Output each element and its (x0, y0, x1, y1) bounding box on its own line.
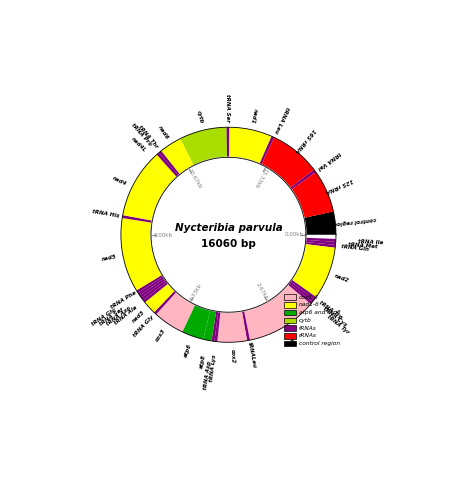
Bar (285, 326, 296, 331)
Text: 8.00kb: 8.00kb (153, 233, 172, 238)
Text: tRNA Pro: tRNA Pro (130, 122, 152, 146)
Polygon shape (290, 170, 316, 190)
Polygon shape (161, 138, 194, 174)
Polygon shape (203, 310, 216, 341)
Text: nad4L: nad4L (130, 136, 147, 154)
Text: tRNA Ser: tRNA Ser (226, 94, 230, 122)
Polygon shape (242, 310, 250, 340)
Bar (285, 302, 296, 308)
Text: tRNA Lys: tRNA Lys (209, 354, 217, 382)
Polygon shape (217, 311, 247, 342)
Polygon shape (182, 304, 210, 340)
Polygon shape (306, 238, 336, 242)
Text: nad5: nad5 (101, 254, 117, 262)
Bar (285, 333, 296, 338)
Polygon shape (288, 283, 313, 304)
Text: 16S rRNA: 16S rRNA (294, 128, 316, 154)
Polygon shape (226, 127, 230, 158)
Polygon shape (244, 284, 311, 340)
Polygon shape (305, 242, 336, 248)
Text: tRNA Glu: tRNA Glu (91, 308, 117, 327)
Bar (285, 341, 296, 346)
Text: cox1: cox1 (285, 332, 296, 346)
Polygon shape (140, 278, 166, 298)
Text: tRNA Ser: tRNA Ser (98, 307, 124, 327)
Text: 13.33kb: 13.33kb (253, 166, 268, 188)
Text: nad6: nad6 (156, 124, 169, 140)
Text: 0.00kb: 0.00kb (285, 232, 304, 237)
Polygon shape (291, 172, 333, 218)
Text: tRNA Leu: tRNA Leu (273, 105, 289, 134)
Text: tRNA Trp: tRNA Trp (318, 300, 343, 320)
Text: Nycteribia parvula: Nycteribia parvula (175, 224, 282, 234)
Bar (285, 318, 296, 323)
Polygon shape (157, 152, 179, 177)
Polygon shape (148, 154, 177, 183)
Text: rRNAs: rRNAs (299, 334, 317, 338)
Text: tRNA Val: tRNA Val (317, 150, 341, 171)
Polygon shape (259, 136, 274, 164)
Text: tRNA Asp: tRNA Asp (203, 360, 212, 390)
Text: tRNA Tyr: tRNA Tyr (326, 314, 350, 335)
Text: atp6: atp6 (183, 343, 192, 358)
Polygon shape (305, 240, 336, 245)
Polygon shape (214, 312, 221, 342)
Text: nad3: nad3 (132, 310, 147, 324)
Text: cox3: cox3 (155, 328, 167, 343)
Polygon shape (138, 276, 165, 295)
Polygon shape (121, 127, 336, 342)
Polygon shape (159, 151, 180, 176)
Polygon shape (304, 212, 336, 235)
Polygon shape (262, 138, 314, 188)
Text: tRNA Asn: tRNA Asn (106, 306, 132, 327)
Polygon shape (180, 127, 227, 166)
Text: tRNA Gly: tRNA Gly (132, 314, 155, 338)
Text: 2.67kb: 2.67kb (254, 282, 268, 301)
Polygon shape (156, 292, 195, 332)
Text: nad4: nad4 (111, 176, 128, 186)
Text: 10.67kb: 10.67kb (187, 168, 202, 190)
Text: nad2: nad2 (334, 274, 350, 284)
Bar (285, 310, 296, 316)
Text: cox1-3: cox1-3 (299, 294, 319, 300)
Polygon shape (143, 282, 168, 302)
Polygon shape (290, 280, 316, 299)
Text: tRNA Cys: tRNA Cys (322, 306, 348, 328)
Polygon shape (121, 218, 162, 290)
Text: cytb: cytb (299, 318, 312, 323)
Polygon shape (289, 282, 314, 302)
Text: nad1-6: nad1-6 (299, 302, 320, 308)
Text: 16060 bp: 16060 bp (201, 240, 256, 250)
Text: tRNA His: tRNA His (92, 209, 120, 218)
Text: cox2: cox2 (230, 349, 235, 364)
Text: nad1: nad1 (250, 108, 258, 124)
Text: tRNALeu: tRNALeu (246, 342, 256, 369)
Polygon shape (141, 280, 167, 300)
Text: tRNA Gln: tRNA Gln (341, 244, 369, 252)
Polygon shape (136, 275, 163, 293)
Text: tRNA Ala: tRNA Ala (114, 305, 138, 326)
Text: atp6 and atp8: atp6 and atp8 (299, 310, 341, 315)
Text: tRNA Thr: tRNA Thr (137, 124, 159, 149)
Polygon shape (151, 158, 306, 312)
Text: cytb: cytb (195, 110, 203, 124)
Text: control region: control region (332, 216, 377, 226)
Text: tRNA Phe: tRNA Phe (110, 290, 137, 310)
Text: control region: control region (299, 341, 340, 346)
Polygon shape (154, 290, 176, 314)
Text: 12S rRNA: 12S rRNA (325, 177, 354, 194)
Polygon shape (123, 163, 171, 220)
Polygon shape (212, 311, 218, 342)
Text: tRNA Met: tRNA Met (348, 242, 377, 249)
Polygon shape (229, 127, 272, 164)
Polygon shape (122, 215, 152, 222)
Text: 5.33kb: 5.33kb (189, 282, 203, 302)
Polygon shape (291, 244, 335, 297)
Bar (285, 294, 296, 300)
Text: atp8: atp8 (199, 354, 207, 369)
Text: tRNA Ile: tRNA Ile (358, 239, 383, 246)
Polygon shape (145, 284, 175, 312)
Text: tRNAs: tRNAs (299, 326, 317, 330)
